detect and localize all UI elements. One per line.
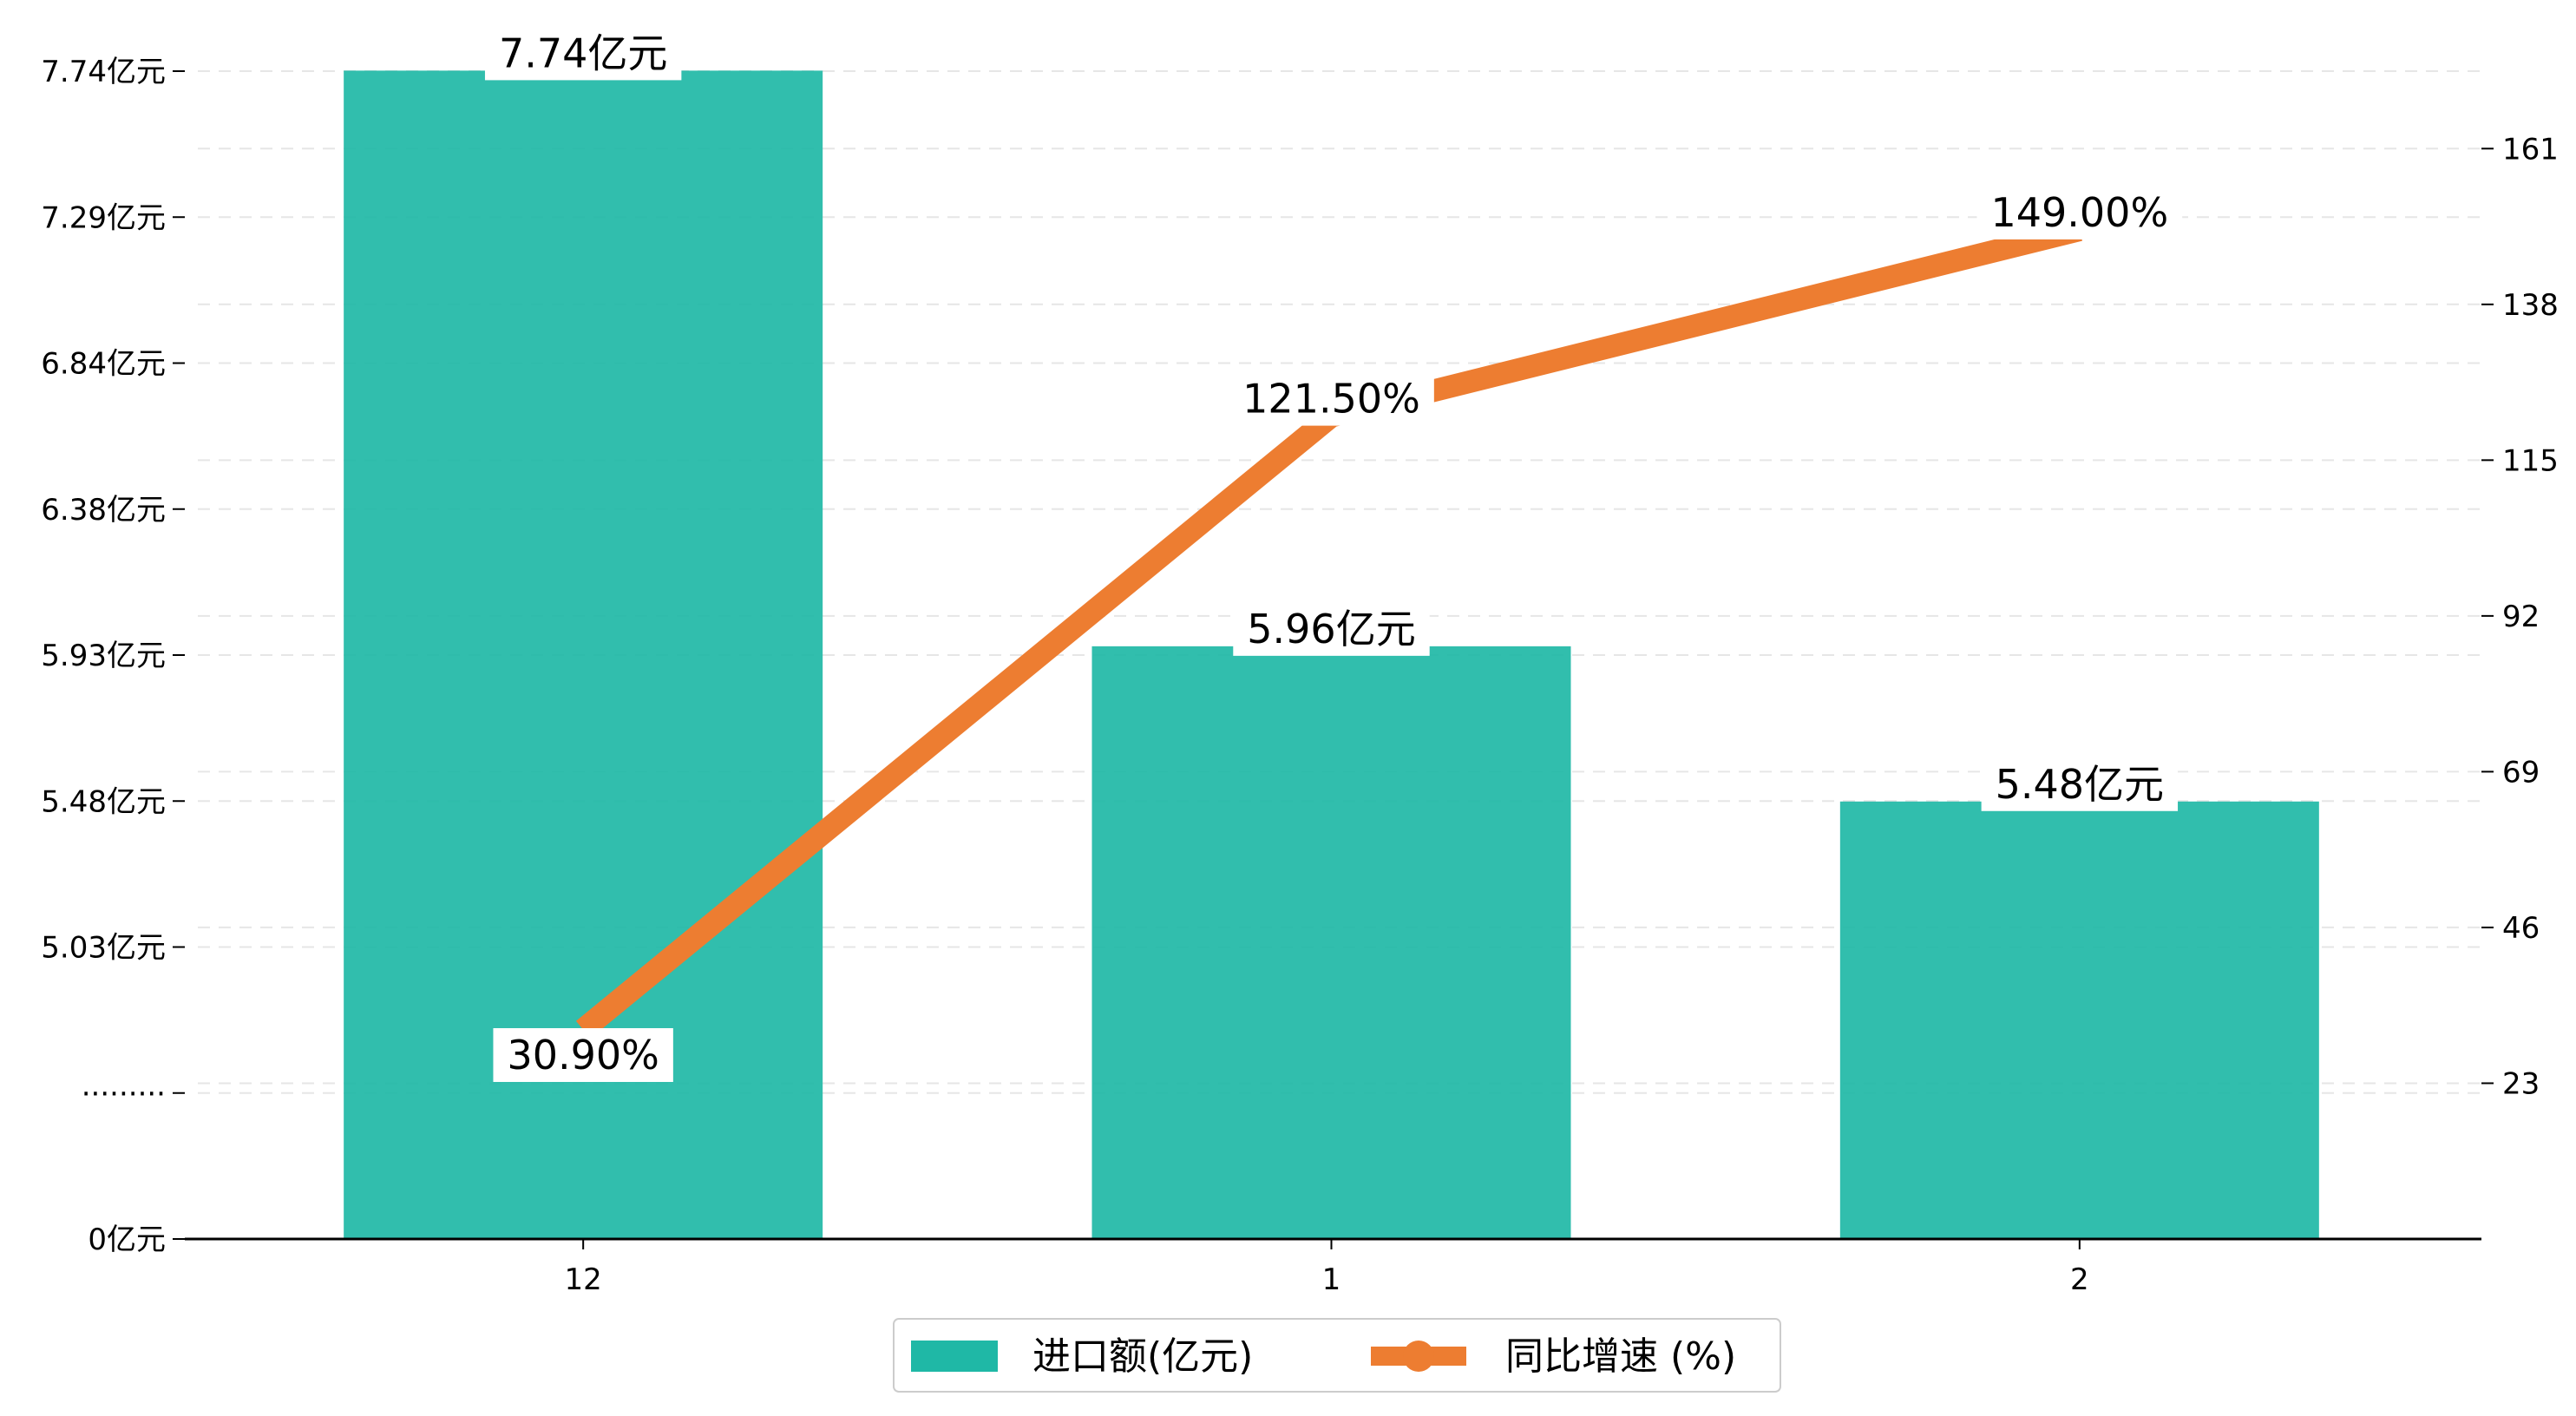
bar-value-label-text: 5.96亿元 [1247,606,1415,652]
legend-line-marker [1403,1341,1434,1372]
legend-bar-label: 进口额(亿元) [1032,1334,1253,1379]
bar-value-label: 5.48亿元 [1981,757,2179,811]
left-tick-label: 5.03亿元 [41,931,166,966]
line-value-label-box [493,1028,673,1082]
right-tick-label: 161 [2502,132,2559,167]
bar-2 [1839,801,2319,1239]
right-tick-label: 46 [2502,911,2540,946]
left-tick-label: 6.38亿元 [41,493,166,528]
left-tick-label: 6.84亿元 [41,347,166,382]
bar-value-label: 5.96亿元 [1233,601,1430,656]
axes: 0亿元 ········· 5.03亿元 5.48亿元 5.93亿元 6.38亿元 6.84… [41,55,2559,1297]
right-tick-label: 92 [2502,600,2540,634]
bar-value-label-box [484,26,682,81]
left-tick-label: 7.29亿元 [41,200,166,235]
line-value-label-text: 121.50% [1242,376,1420,423]
line-value-label: 30.90% [493,1028,673,1082]
data-labels: 7.74亿元 5.96亿元 5.48亿元 30.90% 121.50% 149.00% [484,26,2183,1082]
x-tick-label: 2 [2070,1262,2089,1297]
bar-1 [1091,646,1571,1239]
left-tick-label: 0亿元 [88,1223,166,1257]
right-tick-label: 115 [2502,443,2559,478]
left-tick-label: 7.74亿元 [41,55,166,89]
line-value-label-box [1229,371,1434,426]
legend: 进口额(亿元) 同比增速 (%) [893,1318,1781,1393]
line-value-label-text: 149.00% [1990,189,2168,236]
x-tick-label: 12 [565,1262,602,1297]
line-value-label: 149.00% [1976,185,2183,239]
right-tick-label: 69 [2502,755,2540,790]
left-tick-label: 5.48亿元 [41,784,166,819]
legend-line-label: 同比增速 (%) [1505,1334,1736,1379]
left-tick-label: 5.93亿元 [41,639,166,673]
bars [344,70,2319,1239]
left-tick-label: ········· [82,1077,166,1111]
bar-value-label-text: 7.74亿元 [499,30,667,76]
line-value-label-text: 30.90% [507,1032,659,1078]
bar-value-label: 7.74亿元 [484,26,682,81]
legend-box [893,1318,1781,1393]
bar-value-label-box [1233,601,1430,656]
bar-value-label-box [1981,757,2179,811]
legend-bar-swatch [911,1341,998,1372]
bar-value-label-text: 5.48亿元 [1996,761,2164,808]
right-tick-label: 138 [2502,288,2559,323]
x-tick-label: 1 [1322,1262,1341,1297]
right-tick-label: 23 [2502,1066,2540,1101]
line-value-label-box [1976,185,2183,239]
line-value-label: 121.50% [1229,371,1434,426]
